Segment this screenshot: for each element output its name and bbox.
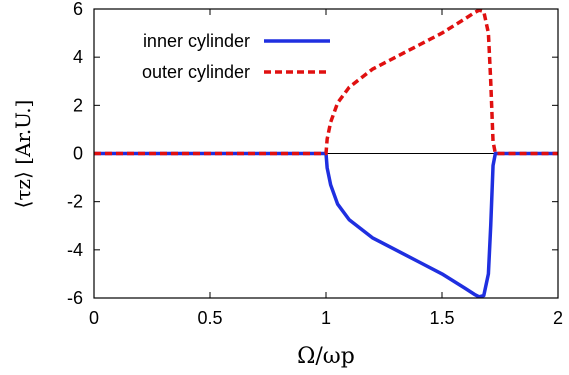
- x-tick-label: 0: [89, 308, 99, 328]
- y-axis-title: ⟨τz⟩ [Ar.U.]: [11, 100, 35, 209]
- y-tick-label: 2: [73, 95, 83, 115]
- x-tick-label: 2: [553, 308, 563, 328]
- legend: inner cylinder outer cylinder: [142, 31, 330, 82]
- y-tick-label: -4: [67, 240, 83, 260]
- legend-label-outer: outer cylinder: [142, 62, 250, 82]
- tick-labels-layer: 0 0.5 1 1.5 2 -6 -4 -2 0 2 4 6: [67, 0, 563, 328]
- y-tick-label: -2: [67, 192, 83, 212]
- y-tick-label: -6: [67, 288, 83, 308]
- plot-frame: [93, 8, 559, 299]
- y-tick-label: 4: [73, 47, 83, 67]
- x-tick-label: 0.5: [197, 308, 222, 328]
- x-tick-label: 1.5: [429, 308, 454, 328]
- series-layer: [94, 8, 558, 299]
- x-tick-label: 1: [321, 308, 331, 328]
- series-line-inner: [94, 151, 558, 299]
- y-tick-label: 0: [73, 144, 83, 164]
- legend-label-inner: inner cylinder: [143, 31, 250, 51]
- y-tick-label: 6: [73, 0, 83, 19]
- series-line-outer: [94, 8, 558, 156]
- x-axis-title: Ω/ωp: [297, 344, 355, 369]
